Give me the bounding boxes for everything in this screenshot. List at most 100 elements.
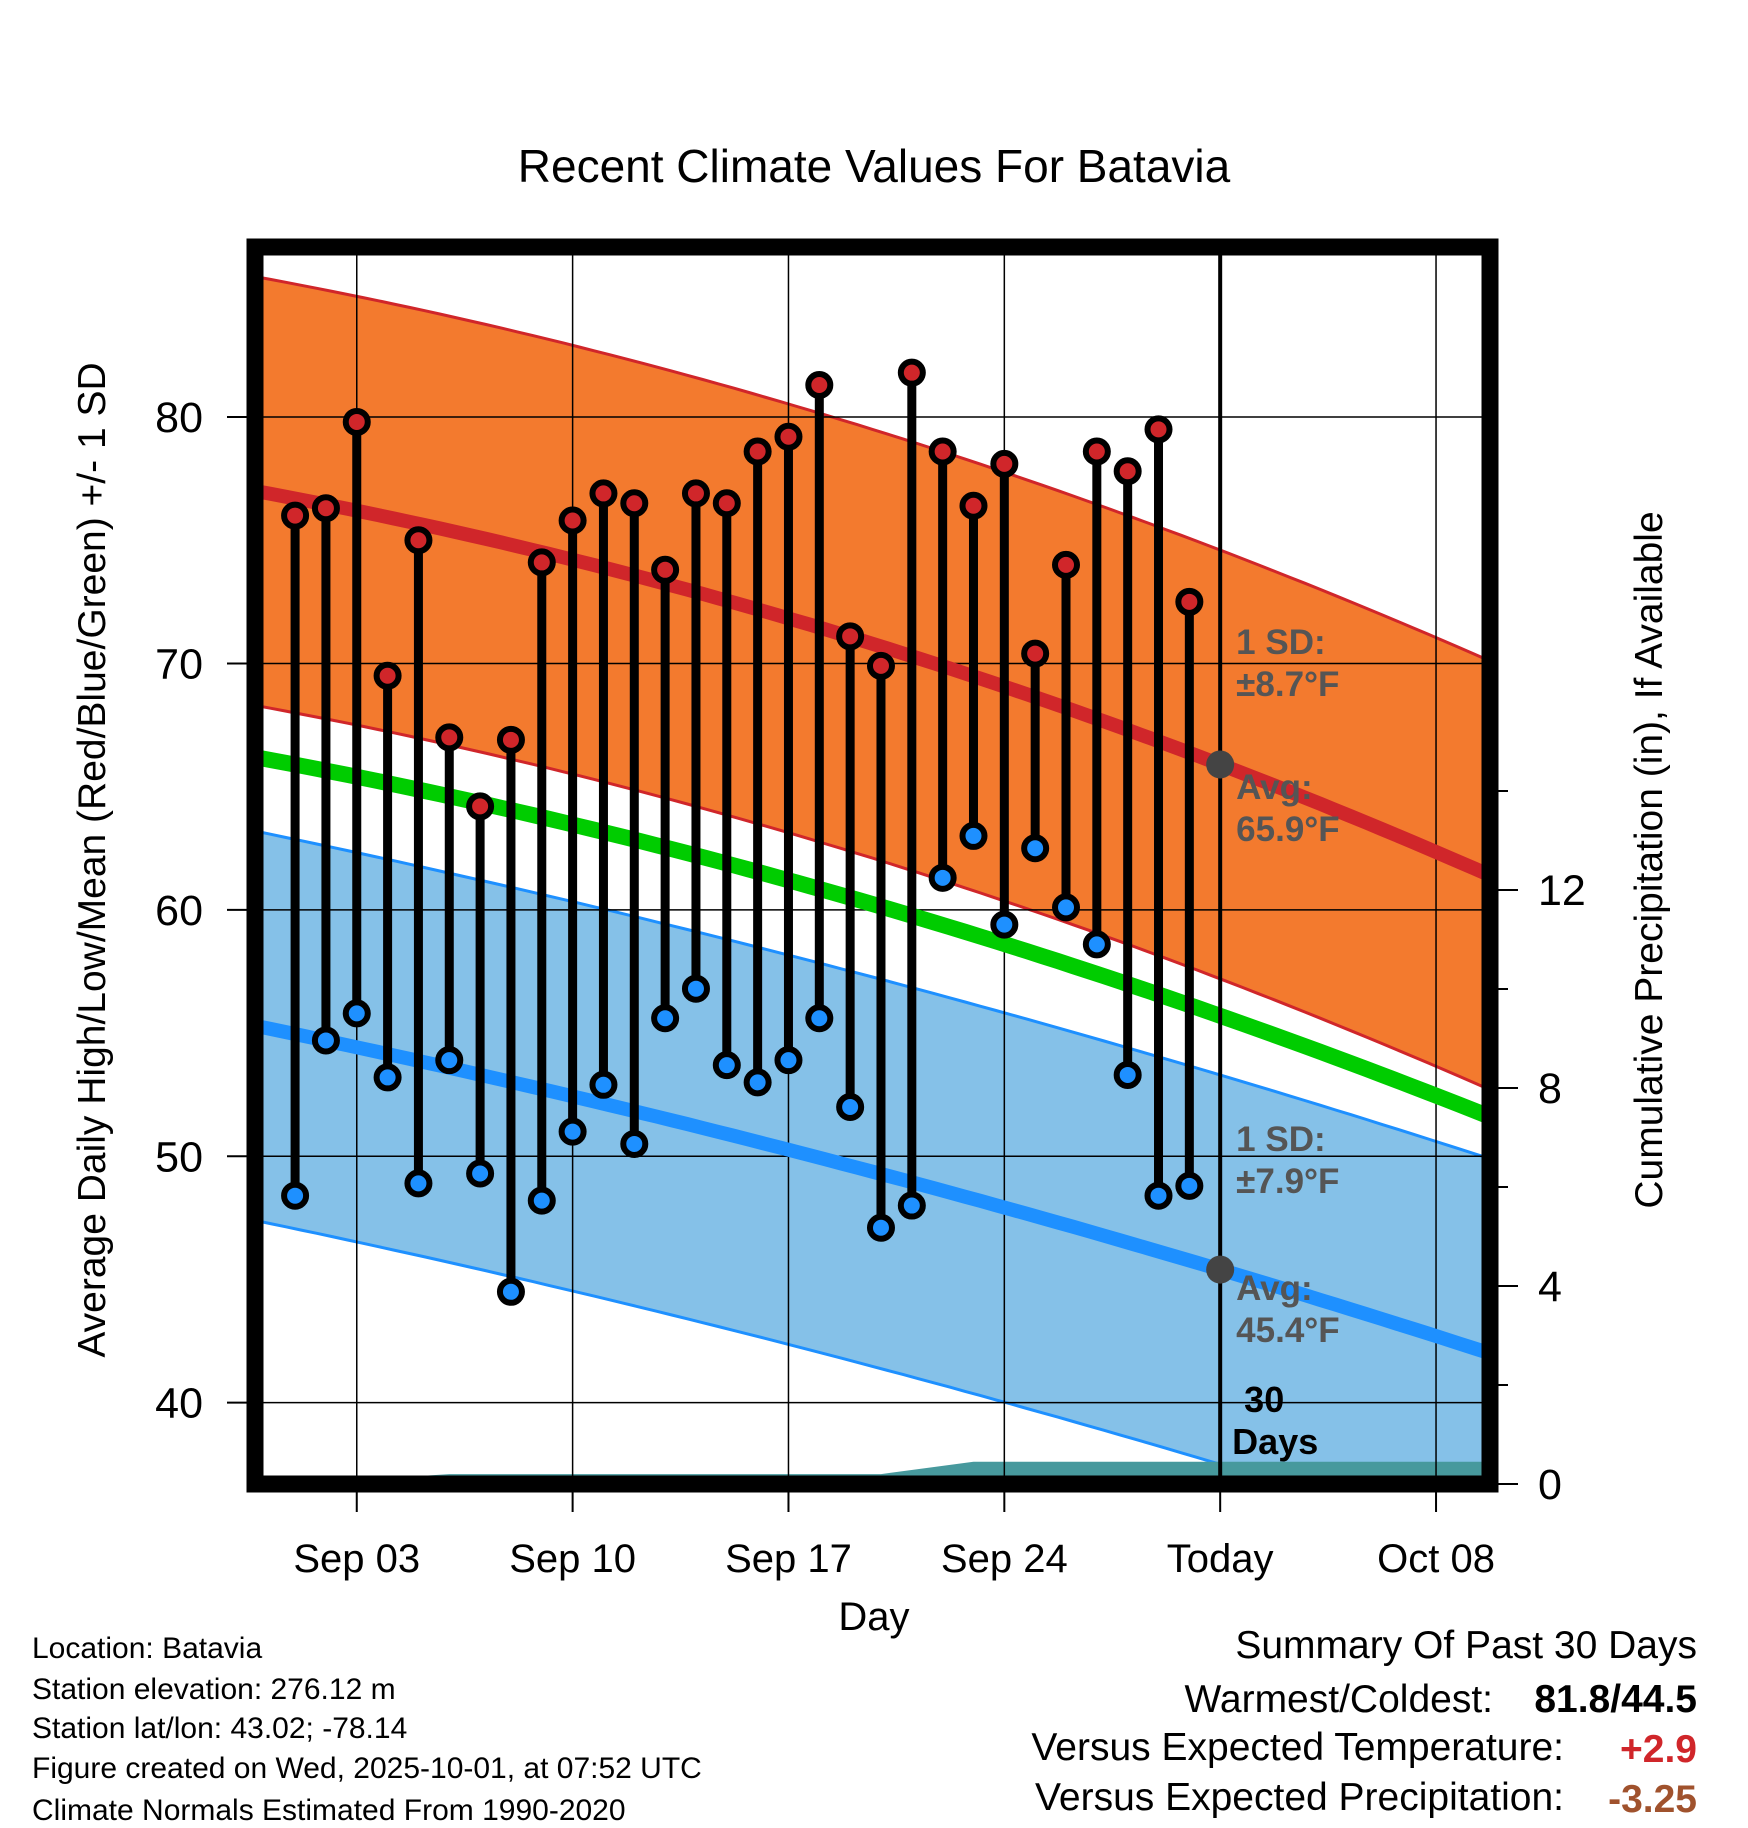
daily-high-point <box>558 506 587 535</box>
daily-low-point <box>651 1004 680 1033</box>
x-tick-label: Sep 03 <box>293 1537 420 1581</box>
daily-low-point <box>1175 1171 1204 1200</box>
y-axis-label: Average Daily High/Low/Mean (Red/Blue/Gr… <box>71 362 114 1357</box>
high-sd-band <box>255 276 1490 1090</box>
daily-high-point <box>281 501 310 530</box>
daily-high-point <box>1113 457 1142 486</box>
x-tick-label: Sep 10 <box>509 1537 636 1581</box>
y2-tick-label: 0 <box>1538 1461 1562 1509</box>
x-axis-label: Day <box>838 1595 909 1639</box>
daily-low-point <box>342 999 371 1028</box>
summary-precip-value: -3.25 <box>1608 1778 1697 1821</box>
daily-high-point <box>990 449 1019 478</box>
high-avg-annotation: 65.9°F <box>1236 810 1340 849</box>
window-annotation: Days <box>1232 1421 1318 1462</box>
y-tick-label: 70 <box>155 640 203 688</box>
daily-low-point <box>743 1068 772 1097</box>
daily-high-point <box>589 479 618 508</box>
daily-low-point <box>959 821 988 850</box>
y-tick-label: 40 <box>155 1380 203 1428</box>
daily-high-point <box>681 479 710 508</box>
normal-low-line <box>255 1018 1490 1361</box>
daily-low-point <box>1021 834 1050 863</box>
daily-low-point <box>496 1277 525 1306</box>
normal-mean-line <box>255 749 1490 1125</box>
daily-high-point <box>774 422 803 451</box>
daily-low-point <box>836 1092 865 1121</box>
y-tick-label: 80 <box>155 394 203 442</box>
daily-low-point <box>805 1004 834 1033</box>
y-tick-label: 60 <box>155 887 203 935</box>
daily-low-point <box>1082 930 1111 959</box>
y2-tick-label: 4 <box>1538 1263 1562 1311</box>
y2-tick-label: 8 <box>1538 1065 1562 1113</box>
daily-low-point <box>620 1129 649 1158</box>
summary-temp-value: +2.9 <box>1620 1728 1697 1771</box>
daily-low-point <box>527 1186 556 1215</box>
x-tick-label: Sep 24 <box>941 1537 1068 1581</box>
daily-high-point <box>527 548 556 577</box>
x-tick-label: Oct 08 <box>1377 1537 1495 1581</box>
daily-low-point <box>1144 1181 1173 1210</box>
daily-low-point <box>558 1117 587 1146</box>
daily-low-point <box>404 1169 433 1198</box>
daily-low-point <box>1113 1060 1142 1089</box>
normal-high-line <box>255 484 1490 882</box>
footer-location: Location: Batavia <box>32 1632 262 1665</box>
high-sd-annotation: 1 SD: <box>1236 623 1325 662</box>
footer-latlon: Station lat/lon: 43.02; -78.14 <box>32 1712 407 1745</box>
high-sd-lower-edge <box>255 703 1490 1092</box>
daily-high-point <box>1051 550 1080 579</box>
daily-high-point <box>620 489 649 518</box>
y2-tick-label: 12 <box>1538 867 1586 915</box>
plot-frame <box>246 238 1499 1493</box>
daily-high-point <box>1021 639 1050 668</box>
low-sd-band <box>255 831 1490 1484</box>
summary-temp-label: Versus Expected Temperature: <box>1031 1726 1564 1769</box>
daily-high-point <box>712 489 741 518</box>
low-sd-annotation: ±7.9°F <box>1236 1162 1339 1201</box>
x-tick-label: Today <box>1167 1537 1274 1581</box>
low-avg-annotation: Avg: <box>1236 1269 1312 1308</box>
summary-warm-label: Warmest/Coldest: <box>1185 1678 1493 1721</box>
daily-low-point <box>311 1026 340 1055</box>
daily-low-point <box>281 1181 310 1210</box>
footer-normals: Climate Normals Estimated From 1990-2020 <box>32 1794 626 1827</box>
high-sd-upper-edge <box>255 275 1490 663</box>
daily-low-point <box>774 1046 803 1075</box>
daily-high-point <box>805 370 834 399</box>
daily-high-point <box>404 526 433 555</box>
daily-high-point <box>743 437 772 466</box>
daily-low-point <box>589 1070 618 1099</box>
summary-title: Summary Of Past 30 Days <box>1235 1624 1697 1667</box>
daily-low-point <box>897 1191 926 1220</box>
daily-high-point <box>373 661 402 690</box>
today-low-avg-marker <box>1206 1255 1235 1284</box>
low-sd-upper-edge <box>255 829 1490 1161</box>
daily-high-point <box>496 725 525 754</box>
daily-high-point <box>897 358 926 387</box>
daily-high-point <box>1144 415 1173 444</box>
low-avg-annotation: 45.4°F <box>1236 1311 1340 1350</box>
summary-precip-label: Versus Expected Precipitation: <box>1035 1776 1564 1819</box>
y2-axis-label: Cumulative Precipitation (in), If Availa… <box>1628 511 1671 1208</box>
daily-high-point <box>342 407 371 436</box>
daily-low-point <box>435 1046 464 1075</box>
low-sd-annotation: 1 SD: <box>1236 1120 1325 1159</box>
daily-low-point <box>928 863 957 892</box>
footer-created: Figure created on Wed, 2025-10-01, at 07… <box>32 1752 702 1785</box>
high-sd-annotation: ±8.7°F <box>1236 665 1339 704</box>
high-avg-annotation: Avg: <box>1236 768 1312 807</box>
daily-high-point <box>836 622 865 651</box>
summary-warm-value: 81.8/44.5 <box>1534 1678 1697 1721</box>
window-annotation: 30 <box>1244 1379 1284 1420</box>
daily-low-point <box>990 910 1019 939</box>
plot-area <box>255 247 1490 1484</box>
daily-high-point <box>866 651 895 680</box>
today-high-avg-marker <box>1206 750 1235 779</box>
daily-high-point <box>959 491 988 520</box>
daily-low-point <box>712 1051 741 1080</box>
daily-high-point <box>1175 587 1204 616</box>
y-tick-label: 50 <box>155 1133 203 1181</box>
daily-low-point <box>373 1063 402 1092</box>
